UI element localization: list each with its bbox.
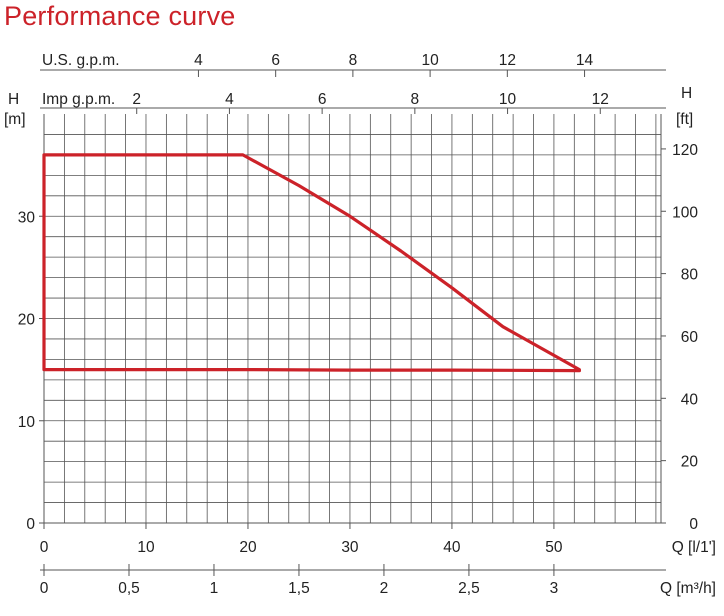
- y-left-axis-unit: [m]: [4, 111, 26, 128]
- y-right-tick-label: 40: [681, 391, 699, 408]
- x-usgpm-tick-label: 10: [421, 52, 439, 69]
- x-m3h-axis-label: Q [m³/h]: [660, 580, 716, 597]
- y-right-tick-label: 0: [689, 516, 698, 533]
- chart-grid: [44, 114, 661, 523]
- x-usgpm-tick-label: 8: [349, 52, 358, 69]
- x-m3h-tick-label: 1,5: [288, 580, 310, 597]
- x-m3h-tick-label: 0: [40, 580, 49, 597]
- y-right-axis-unit: [ft]: [676, 111, 693, 128]
- x-impgpm-axis-label: Imp g.p.m.: [42, 91, 115, 108]
- x-impgpm-tick-label: 8: [411, 91, 420, 108]
- y-right-axis-label: H: [681, 85, 692, 102]
- x-m3h-tick-label: 0,5: [118, 580, 140, 597]
- x-ls-tick-label: 30: [341, 539, 359, 556]
- performance-curve-line: [42, 153, 582, 373]
- x-m3h-tick-label: 2,5: [458, 580, 480, 597]
- x-usgpm-tick-label: 6: [271, 52, 280, 69]
- x-m3h-tick-label: 3: [550, 580, 559, 597]
- y-right-tick-label: 20: [681, 454, 699, 471]
- x-usgpm-tick-label: 14: [576, 52, 594, 69]
- x-usgpm-tick-label: 12: [499, 52, 516, 69]
- chart-title: Performance curve: [4, 1, 236, 31]
- y-right-tick-label: 100: [672, 204, 698, 221]
- y-left-tick-label: 30: [18, 209, 36, 226]
- curve-layer: [42, 153, 582, 373]
- x-ls-tick-label: 50: [545, 539, 563, 556]
- x-ls-axis-label: Q [l/1']: [672, 539, 716, 556]
- x-m3h-tick-label: 1: [210, 580, 219, 597]
- y-right-tick-label: 80: [681, 267, 699, 284]
- y-left-tick-label: 0: [26, 516, 35, 533]
- x-m3h-tick-label: 2: [380, 580, 389, 597]
- y-left-tick-label: 10: [18, 414, 36, 431]
- y-left-tick-label: 20: [18, 312, 36, 329]
- axis-labels: U.S. g.p.m. Imp g.p.m. H [m] H [ft] Q [l/1'] Q …: [4, 52, 716, 597]
- x-usgpm-tick-label: 4: [194, 52, 203, 69]
- x-ls-tick-label: 40: [443, 539, 461, 556]
- x-impgpm-tick-label: 2: [132, 91, 141, 108]
- chart-ticks: 0 10 20 30 0 20 40 60 80 100 120 0 10 20 30 40 50 0 0,5 1 1,…: [18, 52, 699, 597]
- y-left-axis-label: H: [8, 91, 19, 108]
- x-ls-tick-label: 20: [239, 539, 257, 556]
- chart-axes: [40, 69, 666, 571]
- x-impgpm-tick-label: 10: [499, 91, 517, 108]
- x-usgpm-axis-label: U.S. g.p.m.: [42, 52, 120, 69]
- y-right-tick-label: 120: [672, 142, 698, 159]
- x-ls-tick-label: 10: [137, 539, 155, 556]
- x-impgpm-tick-label: 4: [225, 91, 234, 108]
- x-ls-tick-label: 0: [40, 539, 49, 556]
- y-right-tick-label: 60: [681, 329, 699, 346]
- x-impgpm-tick-label: 6: [318, 91, 327, 108]
- x-impgpm-tick-label: 12: [592, 91, 609, 108]
